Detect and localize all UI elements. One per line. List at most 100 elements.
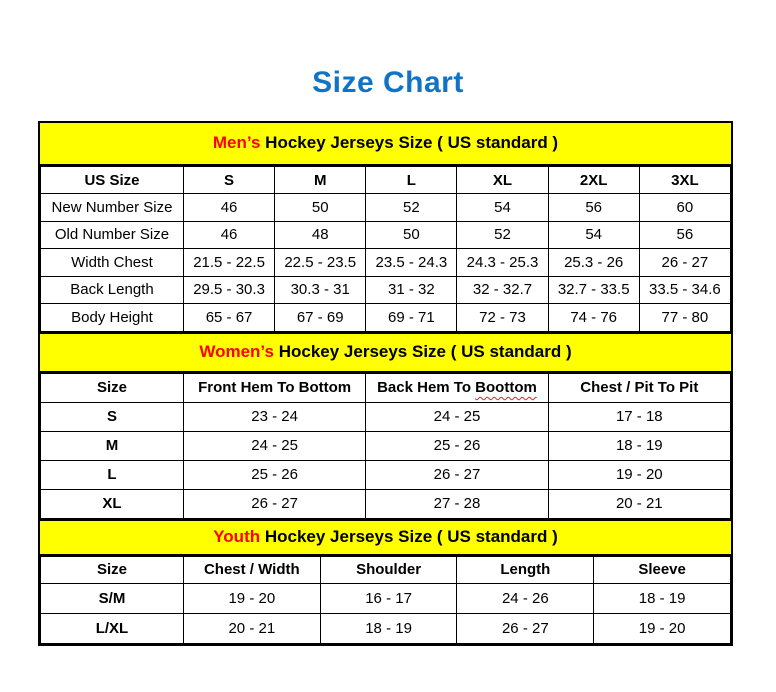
table-cell: 25 - 26 [365, 430, 549, 461]
size-table-mens: US Size S M L XL 2XL 3XL New Number Size 46 50 52 5… [40, 166, 732, 332]
table-cell: 24 - 25 [365, 401, 549, 432]
column-header-mens-0: US Size [40, 166, 184, 194]
table-cell: 18 - 19 [547, 430, 732, 461]
table-cell: 18 - 19 [593, 582, 731, 614]
banner-rest-text: Hockey Jerseys Size ( US standard ) [265, 133, 559, 152]
table-row-mens-2: Width Chest 21.5 - 22.5 22.5 - 23.5 23.5 - … [40, 248, 732, 277]
table-row-youth-0: S/M 19 - 20 16 - 17 24 - 26 18 - 19 [40, 582, 731, 614]
table-cell: 16 - 17 [319, 582, 458, 614]
table-cell: 20 - 21 [547, 488, 732, 519]
table-row-mens-4: Body Height 65 - 67 67 - 69 69 - 71 72 - 73 7… [40, 303, 732, 332]
column-header-womens-2: Back Hem To Boottom [365, 372, 549, 403]
column-header-mens-6: 3XL [638, 166, 732, 194]
table-cell: 24.3 - 25.3 [456, 248, 549, 277]
table-cell: 18 - 19 [319, 612, 458, 644]
table-cell: 50 [365, 220, 458, 249]
table-cell: 25.3 - 26 [547, 248, 640, 277]
table-cell: 48 [274, 220, 367, 249]
table-cell: 31 - 32 [365, 275, 458, 304]
row-label: L/XL [40, 612, 184, 644]
table-cell: 56 [547, 193, 640, 222]
column-header-youth-3: Length [456, 555, 595, 584]
table-cell: 67 - 69 [274, 303, 367, 332]
banner-rest-text: Hockey Jerseys Size ( US standard ) [264, 526, 558, 546]
table-cell: 19 - 20 [547, 459, 732, 490]
table-row-womens-2: L 25 - 26 26 - 27 19 - 20 [40, 459, 732, 490]
size-chart: Men’s Hockey Jerseys Size ( US standard … [38, 121, 733, 646]
column-header-mens-2: M [274, 166, 367, 194]
table-cell: 52 [456, 220, 549, 249]
table-cell: 56 [638, 220, 732, 249]
table-cell: 30.3 - 31 [274, 275, 367, 304]
column-header-mens-1: S [182, 166, 276, 194]
banner-highlight-text: Women’s [199, 341, 274, 361]
row-label: L [40, 459, 184, 490]
table-cell: 23.5 - 24.3 [365, 248, 458, 277]
table-row-mens-1: Old Number Size 46 48 50 52 54 56 [40, 220, 732, 249]
row-label: Width Chest [40, 248, 184, 277]
table-cell: 19 - 20 [593, 612, 731, 644]
section-banner-youth: Youth Hockey Jerseys Size ( US standard … [40, 518, 731, 556]
table-cell: 54 [456, 193, 549, 222]
header-row-womens: Size Front Hem To Bottom Back Hem To Boott… [40, 372, 732, 403]
column-header-youth-2: Shoulder [319, 555, 458, 584]
table-row-womens-3: XL 26 - 27 27 - 28 20 - 21 [40, 488, 732, 519]
row-label: S/M [40, 582, 184, 614]
table-cell: 23 - 24 [182, 401, 367, 432]
row-label: Old Number Size [40, 220, 184, 249]
size-table-youth: Size Chest / Width Shoulder Length Sleeve S/M… [40, 555, 731, 644]
row-label: Body Height [40, 303, 184, 332]
table-cell: 19 - 20 [182, 582, 321, 614]
table-cell: 32 - 32.7 [456, 275, 549, 304]
table-cell: 54 [547, 220, 640, 249]
table-cell: 27 - 28 [365, 488, 549, 519]
column-header-youth-4: Sleeve [593, 555, 731, 584]
column-header-womens-3: Chest / Pit To Pit [547, 372, 732, 403]
table-cell: 60 [638, 193, 732, 222]
misspelled-word: Boottom [475, 379, 537, 396]
table-cell: 32.7 - 33.5 [547, 275, 640, 304]
table-cell: 26 - 27 [638, 248, 732, 277]
table-cell: 21.5 - 22.5 [182, 248, 276, 277]
size-table-womens: Size Front Hem To Bottom Back Hem To Boott… [40, 372, 732, 519]
table-cell: 25 - 26 [182, 459, 367, 490]
row-label: New Number Size [40, 193, 184, 222]
table-row-mens-0: New Number Size 46 50 52 54 56 60 [40, 193, 732, 222]
row-label: S [40, 401, 184, 432]
table-cell: 72 - 73 [456, 303, 549, 332]
table-cell: 17 - 18 [547, 401, 732, 432]
table-row-womens-1: M 24 - 25 25 - 26 18 - 19 [40, 430, 732, 461]
column-header-mens-3: L [365, 166, 458, 194]
column-header-youth-0: Size [40, 555, 184, 584]
table-cell: 77 - 80 [638, 303, 732, 332]
column-header-mens-4: XL [456, 166, 549, 194]
row-label: Back Length [40, 275, 184, 304]
table-cell: 74 - 76 [547, 303, 640, 332]
table-cell: 50 [274, 193, 367, 222]
column-header-womens-0: Size [40, 372, 184, 403]
table-cell: 26 - 27 [182, 488, 367, 519]
row-label: XL [40, 488, 184, 519]
section-banner-mens: Men’s Hockey Jerseys Size ( US standard … [40, 123, 731, 166]
table-cell: 33.5 - 34.6 [638, 275, 732, 304]
table-cell: 65 - 67 [182, 303, 276, 332]
table-cell: 26 - 27 [365, 459, 549, 490]
row-label: M [40, 430, 184, 461]
page-title: Size Chart [312, 66, 464, 99]
table-row-womens-0: S 23 - 24 24 - 25 17 - 18 [40, 401, 732, 432]
banner-highlight-text: Youth [213, 526, 261, 546]
column-header-mens-5: 2XL [547, 166, 640, 194]
table-row-youth-1: L/XL 20 - 21 18 - 19 26 - 27 19 - 20 [40, 612, 731, 644]
banner-rest-text: Hockey Jerseys Size ( US standard ) [278, 341, 572, 361]
header-row-youth: Size Chest / Width Shoulder Length Sleeve [40, 555, 731, 584]
banner-highlight-text: Men’s [212, 133, 261, 152]
table-cell: 20 - 21 [182, 612, 321, 644]
table-cell: 46 [182, 193, 276, 222]
table-row-mens-3: Back Length 29.5 - 30.3 30.3 - 31 31 - 32 32… [40, 275, 732, 304]
column-header-youth-1: Chest / Width [182, 555, 321, 584]
table-cell: 24 - 25 [182, 430, 367, 461]
table-cell: 26 - 27 [456, 612, 595, 644]
table-cell: 52 [365, 193, 458, 222]
header-row-mens: US Size S M L XL 2XL 3XL [40, 166, 732, 194]
section-banner-womens: Women’s Hockey Jerseys Size ( US standar… [40, 331, 731, 373]
